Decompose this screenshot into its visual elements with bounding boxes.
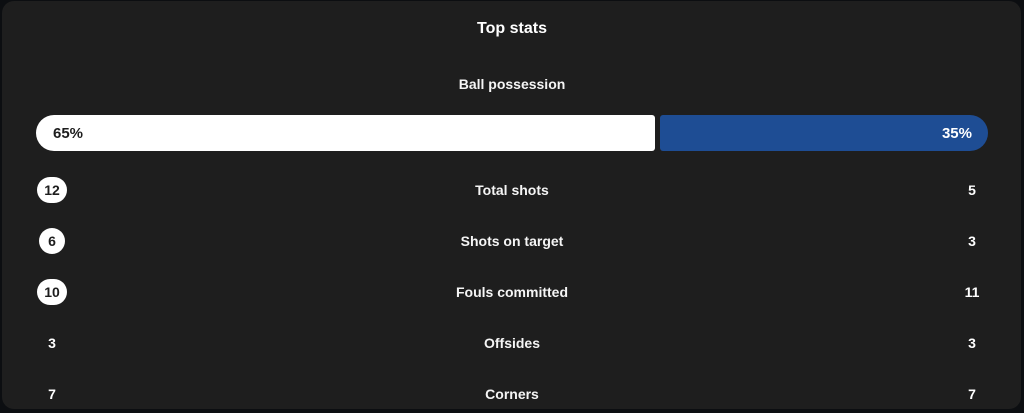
home-stat-slot: 7: [36, 386, 68, 402]
away-stat-slot: 7: [956, 386, 988, 402]
stat-label: Fouls committed: [455, 283, 568, 300]
stat-label: Total shots: [475, 181, 549, 198]
home-stat-slot: 3: [36, 335, 68, 351]
home-stat-slot: 6: [36, 227, 68, 254]
home-stat-slot: 12: [36, 176, 68, 203]
possession-label: Ball possession: [458, 76, 566, 92]
possession-home-value: 65%: [53, 124, 84, 142]
home-stat-value: 3: [48, 334, 56, 351]
stat-row: 6 Shots on target 3: [36, 215, 988, 266]
stat-row: 12 Total shots 5: [36, 164, 988, 215]
away-stat-value: 5: [968, 181, 976, 198]
possession-bar: 65% 35%: [36, 115, 988, 151]
stat-label: Shots on target: [460, 232, 564, 249]
away-stat-value: 7: [968, 385, 976, 402]
stat-label: Offsides: [483, 334, 540, 351]
panel-title: Top stats: [477, 20, 547, 37]
stat-row: 3 Offsides 3: [36, 317, 988, 368]
home-stat-value: 12: [37, 176, 67, 203]
home-stat-value: 7: [48, 385, 56, 402]
stat-rows: 12 Total shots 5 6 Shots on target 3 10 …: [36, 164, 988, 409]
away-stat-value: 3: [968, 334, 976, 351]
possession-home-segment: 65%: [36, 115, 655, 151]
possession-away-segment: 35%: [659, 115, 988, 151]
away-stat-value: 3: [968, 232, 976, 249]
away-stat-value: 11: [964, 283, 980, 300]
possession-away-value: 35%: [941, 124, 972, 142]
stat-row: 7 Corners 7: [36, 368, 988, 409]
away-stat-slot: 11: [956, 284, 988, 300]
away-stat-slot: 3: [956, 335, 988, 351]
away-stat-slot: 5: [956, 182, 988, 198]
away-stat-slot: 3: [956, 233, 988, 249]
stat-label: Corners: [485, 385, 539, 402]
home-stat-slot: 10: [36, 278, 68, 305]
stat-row: 10 Fouls committed 11: [36, 266, 988, 317]
home-stat-value: 6: [39, 227, 65, 254]
home-stat-value: 10: [37, 278, 67, 305]
